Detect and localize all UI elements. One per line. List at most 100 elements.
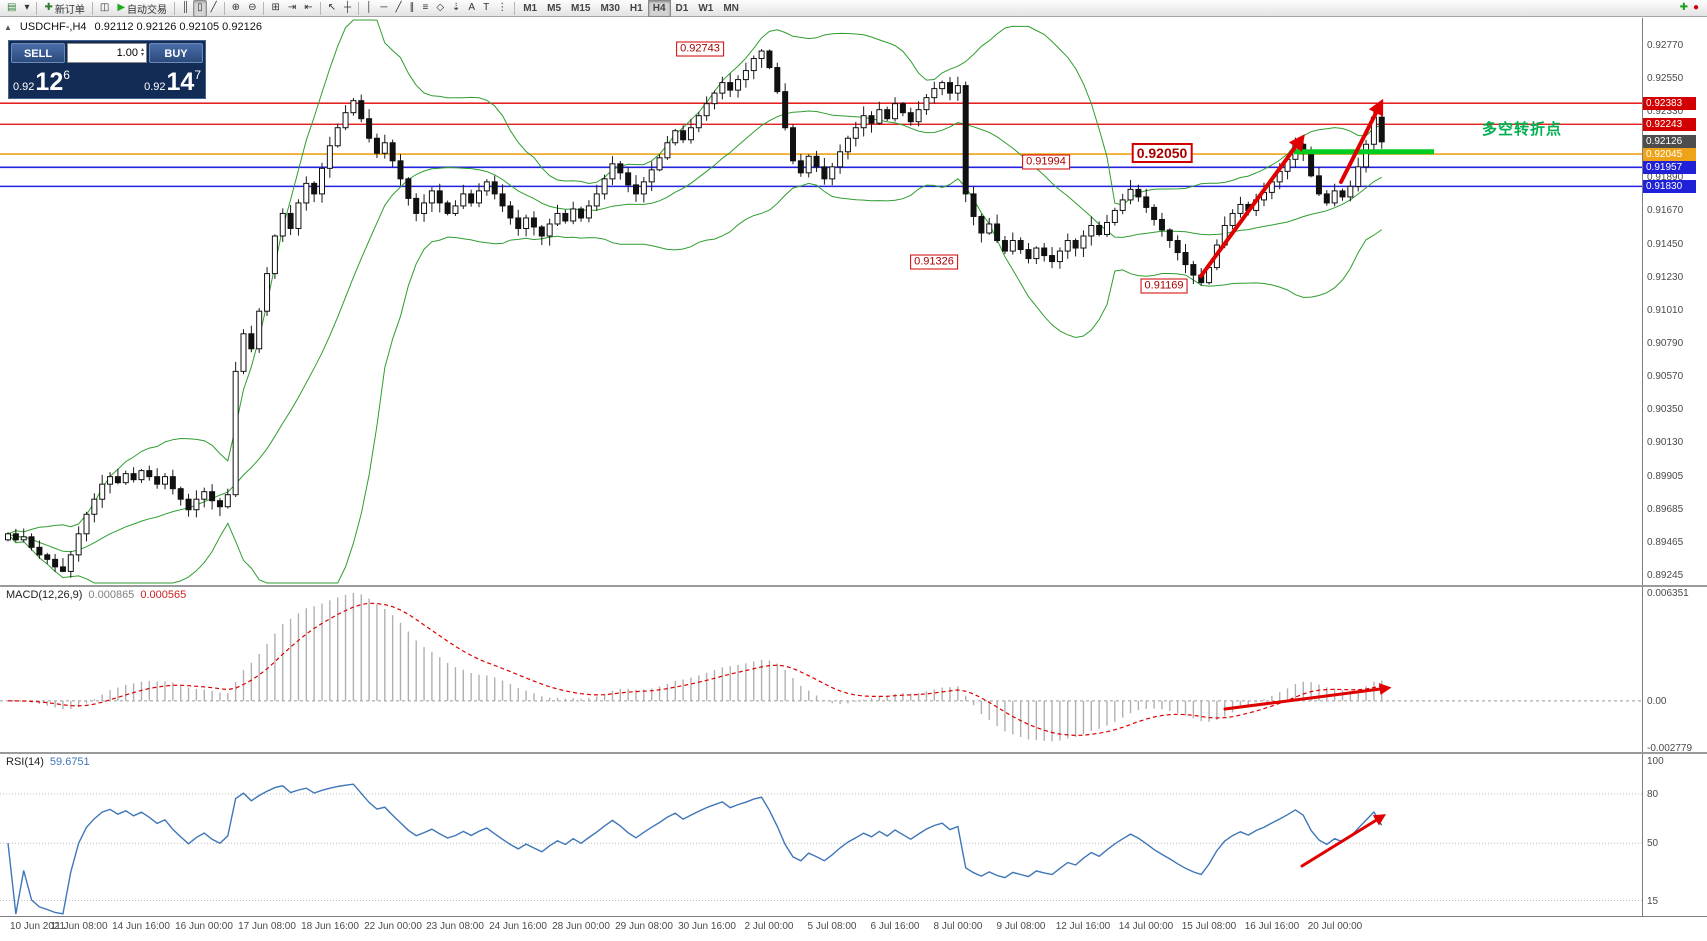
time-label: 11 Jun 08:00	[50, 921, 108, 932]
shapes-button[interactable]: ◇	[432, 0, 448, 17]
price-tick: 0.89245	[1647, 570, 1684, 581]
timeframe-m15[interactable]: M15	[571, 2, 591, 14]
zoom-in-button[interactable]: ⊕	[228, 0, 244, 17]
volume-spinner[interactable]: ▴ ▾	[140, 47, 144, 58]
auto-scroll-button[interactable]: ⇥	[284, 0, 300, 17]
price-label-object[interactable]: 0.92050	[1131, 143, 1193, 163]
toolbar-separator	[514, 1, 516, 15]
tile-windows-icon: ⊞	[271, 2, 280, 13]
timeframe-h4[interactable]: H4	[647, 0, 671, 17]
time-label: 16 Jul 16:00	[1244, 921, 1300, 932]
timeframe-m5[interactable]: M5	[547, 2, 562, 14]
one-click-trading-panel: SELL 1.00 ▴ ▾ BUY 0.92126 0.92147	[8, 40, 206, 99]
time-label: 16 Jun 00:00	[175, 921, 233, 932]
timeframe-mn[interactable]: MN	[723, 2, 739, 14]
rsi-tick: 15	[1647, 896, 1659, 907]
symbol-title: USDCHF-,H4	[19, 21, 87, 33]
time-label: 22 Jun 00:00	[364, 921, 422, 932]
crosshair-button[interactable]: ┼	[340, 0, 355, 17]
bollinger-bands	[7, 19, 1383, 584]
shapes-icon: ◇	[436, 2, 445, 13]
timeframe-d1[interactable]: D1	[675, 2, 689, 14]
bar-chart-button[interactable]: ║	[178, 0, 193, 17]
price-tick: 0.91230	[1647, 272, 1684, 283]
text-button[interactable]: A	[464, 0, 479, 17]
time-label: 24 Jun 16:00	[489, 921, 547, 932]
crosshair-icon: ┼	[344, 2, 352, 13]
price-tick: 0.89685	[1647, 504, 1684, 515]
price-tick: 0.91450	[1647, 239, 1684, 250]
buy-price[interactable]: 0.92147	[144, 68, 201, 95]
price-tag: 0.92126	[1643, 135, 1696, 148]
cycle-lines-button[interactable]: ⋮	[493, 0, 511, 17]
vertical-line-icon: │	[366, 2, 373, 13]
equidistant-channel-button[interactable]: ∥	[405, 0, 418, 17]
toolbar-separator	[223, 1, 225, 15]
arrows-tool-button[interactable]: ⇣	[448, 0, 464, 17]
price-axis[interactable]: 0.927700.925500.923300.921100.918900.916…	[1642, 18, 1707, 916]
sell-price-big: 12	[35, 68, 64, 96]
line-chart-button[interactable]: ╱	[207, 0, 221, 17]
new-order-icon: ✚	[44, 2, 53, 13]
record-icon[interactable]: ●	[1692, 2, 1699, 13]
macd-signal-value: 0.000565	[140, 589, 187, 601]
new-order-button[interactable]: ✚ 新订单	[40, 0, 88, 17]
panel-divider[interactable]	[0, 752, 1707, 754]
price-label-object[interactable]: 0.92743	[676, 41, 724, 57]
buy-button[interactable]: BUY	[149, 43, 203, 63]
chart-header: ▲ USDCHF-,H4 0.92112 0.92126 0.92105 0.9…	[4, 21, 262, 33]
chart-shift-button[interactable]: ⇤	[300, 0, 316, 17]
sell-price[interactable]: 0.92126	[13, 68, 70, 96]
time-label: 5 Jul 08:00	[807, 921, 857, 932]
sell-price-base: 0.92	[13, 81, 35, 93]
toolbar-separator	[263, 1, 265, 15]
add-indicator-icon[interactable]: ✚	[1679, 2, 1688, 13]
new-chart-button[interactable]: ▤	[3, 0, 20, 17]
price-tag: 0.92243	[1643, 118, 1696, 131]
timeframe-m30[interactable]: M30	[600, 2, 620, 14]
price-tick: 0.89905	[1647, 471, 1684, 482]
price-tick: 0.90790	[1647, 338, 1684, 349]
candlestick-chart-button[interactable]: ▯	[193, 0, 207, 17]
volume-input[interactable]: 1.00 ▴ ▾	[67, 43, 147, 63]
chart-list-dropdown[interactable]: ▾	[20, 0, 33, 17]
sell-button[interactable]: SELL	[11, 43, 65, 63]
price-label-object[interactable]: 0.91994	[1022, 154, 1070, 170]
vertical-line-button[interactable]: │	[362, 0, 376, 17]
panel-divider[interactable]	[0, 585, 1707, 587]
horizontal-lines	[0, 102, 1642, 188]
autotrading-button[interactable]: ▶ 自动交易	[113, 0, 171, 17]
timeframe-h1[interactable]: H1	[629, 2, 643, 14]
timeframe-m1[interactable]: M1	[523, 2, 538, 14]
bull-bear-turning-point-label[interactable]: 多空转折点	[1482, 121, 1563, 138]
time-axis[interactable]: 10 Jun 2021 11 Jun 08:00 14 Jun 16:00 16 Ju…	[0, 916, 1707, 941]
macd-name: MACD(12,26,9)	[6, 589, 83, 601]
rsi-value: 59.6751	[49, 756, 90, 768]
charts-profile-icon: ◫	[99, 2, 110, 13]
zoom-out-button[interactable]: ⊖	[244, 0, 260, 17]
cursor-button[interactable]: ↖	[324, 0, 340, 17]
price-tick: 0.92330	[1647, 106, 1684, 117]
rsi-plot	[0, 783, 1642, 915]
expand-subwindow-icon[interactable]: ▲	[4, 22, 12, 32]
toolbar-separator	[174, 1, 176, 15]
horizontal-line-button[interactable]: ─	[376, 0, 391, 17]
autotrading-icon: ▶	[117, 2, 126, 13]
text-label-button[interactable]: T	[479, 0, 493, 17]
fibonacci-button[interactable]: ≡	[418, 0, 432, 17]
price-label-object[interactable]: 0.91326	[910, 254, 958, 270]
volume-down-icon[interactable]: ▾	[140, 52, 144, 58]
price-label-object[interactable]: 0.91169	[1140, 278, 1188, 294]
zoom-in-icon: ⊕	[231, 2, 241, 13]
charts-profile-button[interactable]: ◫	[96, 0, 113, 17]
toolbar-separator	[36, 1, 38, 15]
buy-price-base: 0.92	[144, 81, 166, 93]
timeframe-w1[interactable]: W1	[698, 2, 714, 14]
trendline-button[interactable]: ╱	[391, 0, 405, 17]
tile-windows-button[interactable]: ⊞	[267, 0, 283, 17]
line-chart-icon: ╱	[210, 2, 217, 13]
auto-scroll-icon: ⇥	[287, 2, 297, 13]
